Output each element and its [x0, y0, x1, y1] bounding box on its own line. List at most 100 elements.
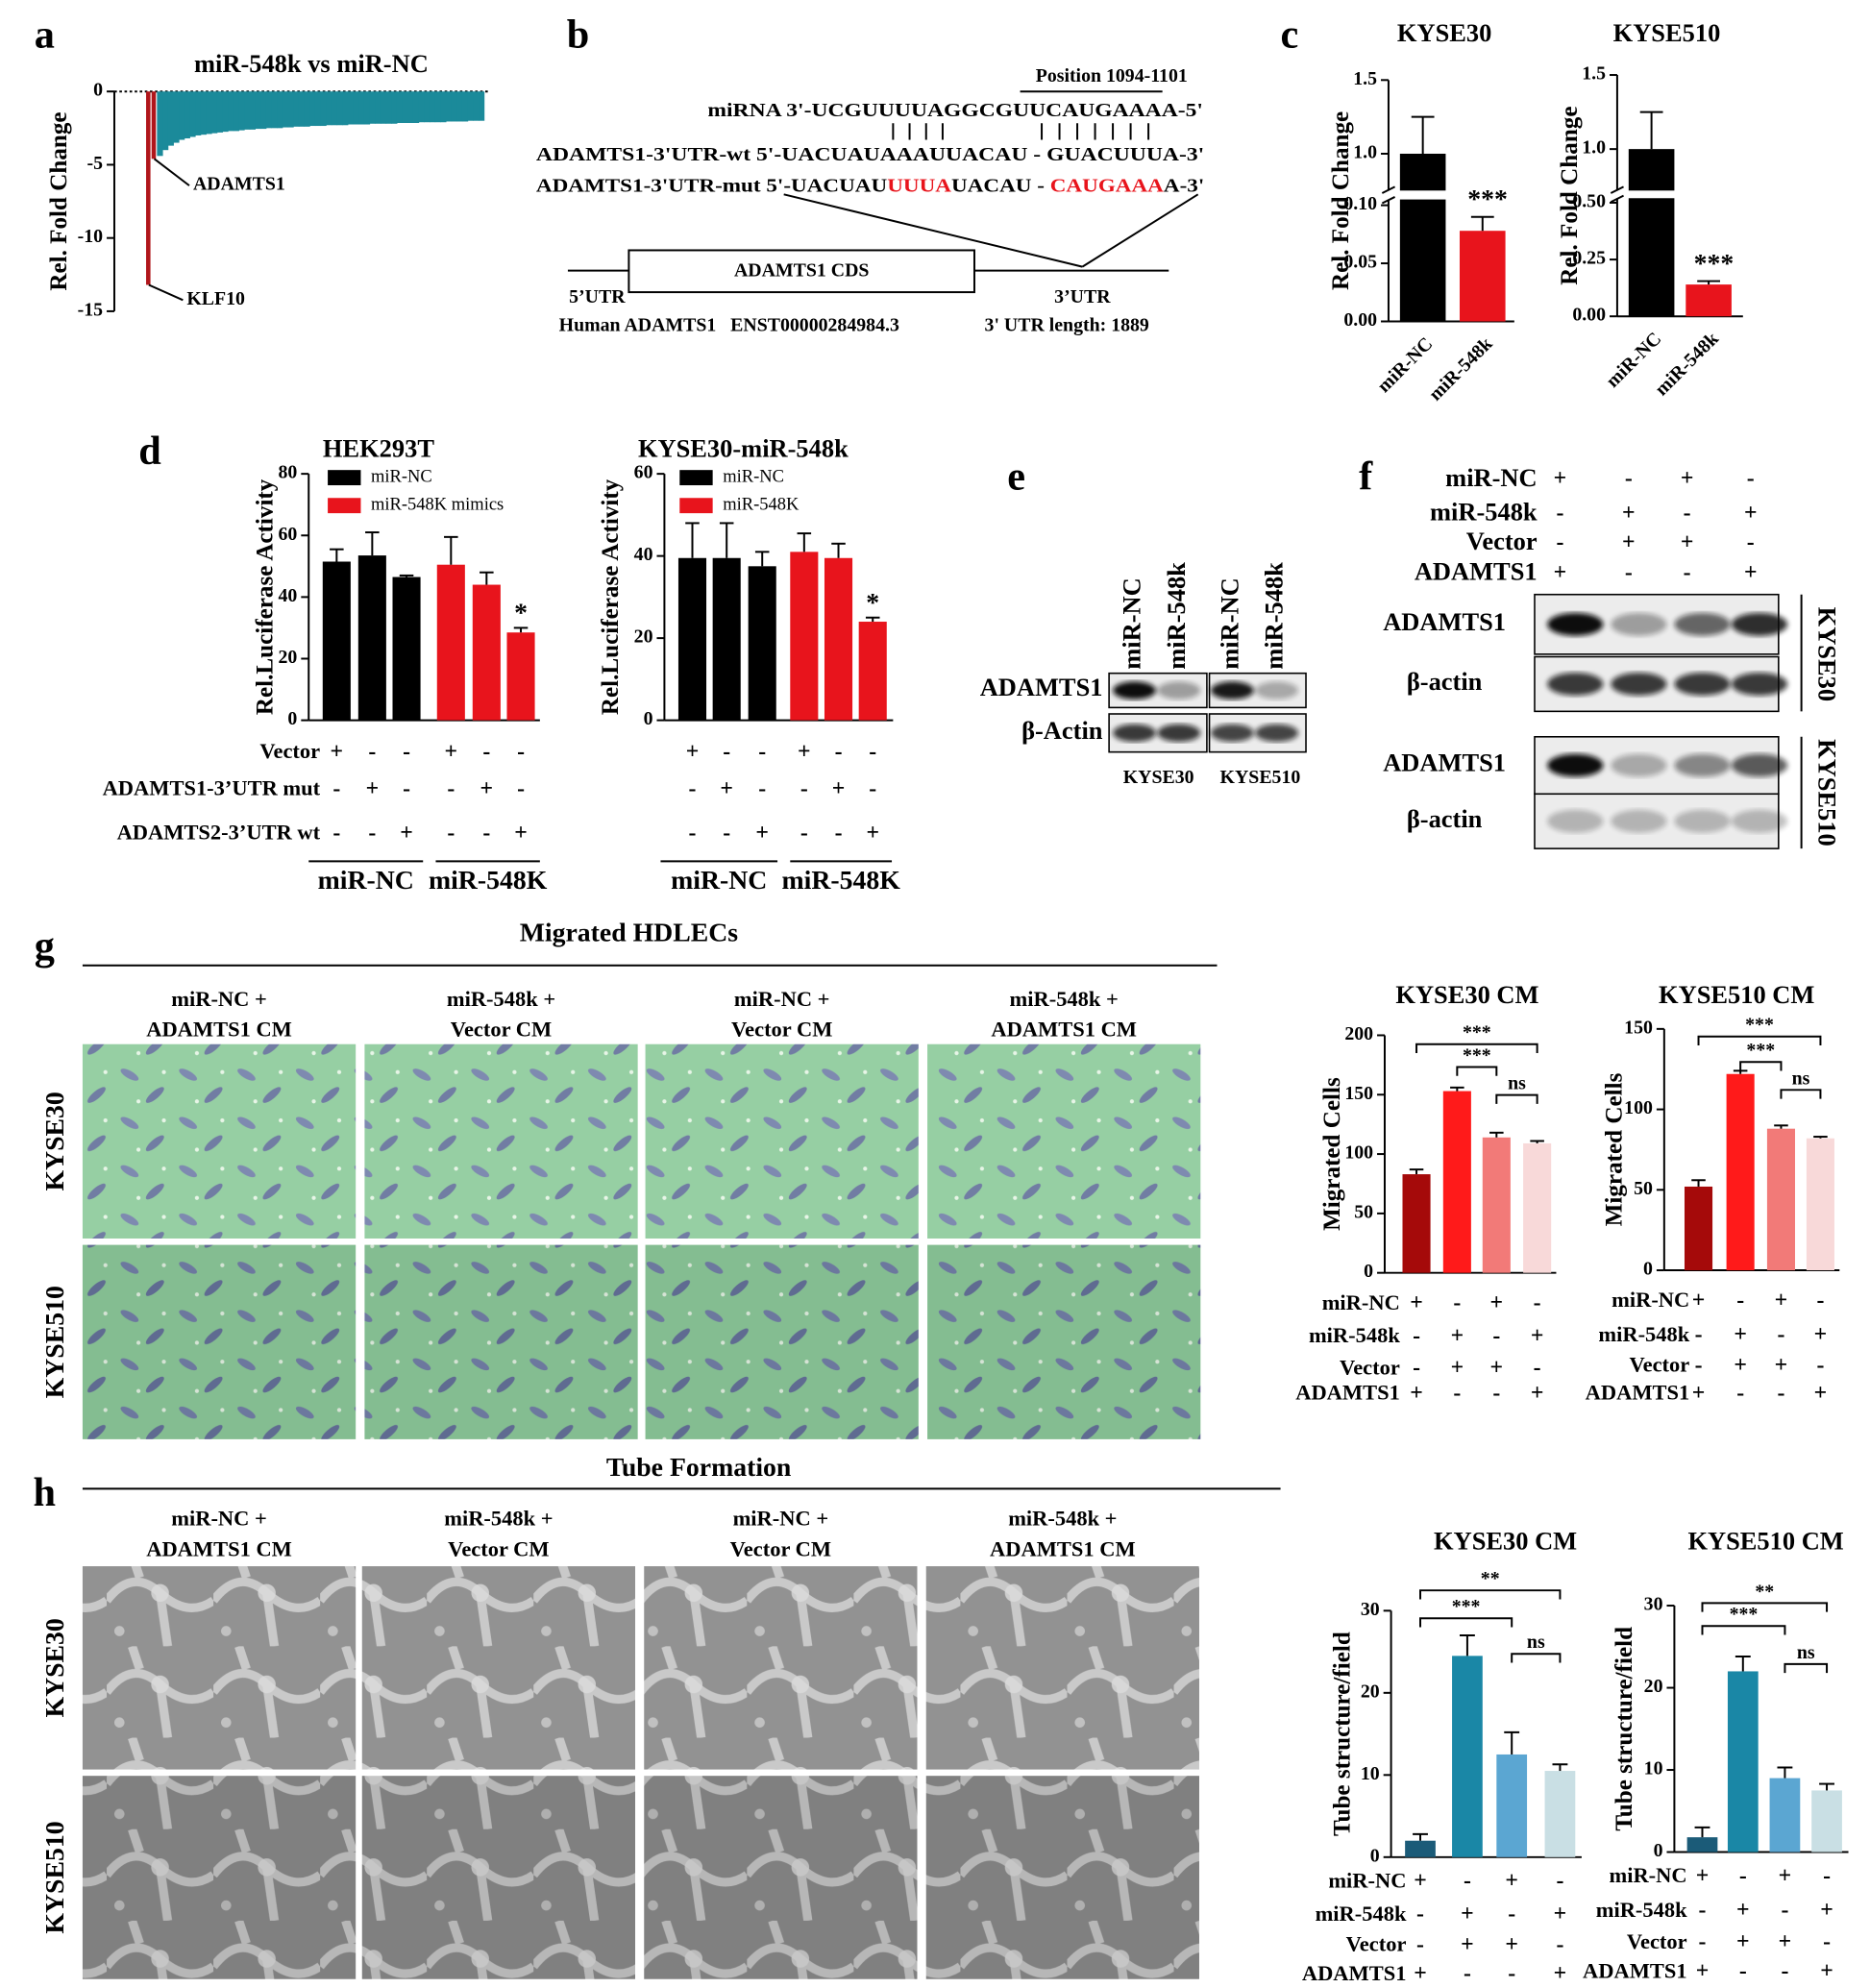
- condition-sign: -: [689, 821, 697, 846]
- micrograph: [82, 1776, 357, 1979]
- site-position: Position 1094-1101: [1036, 65, 1188, 86]
- bar: [790, 552, 819, 721]
- condition-sign: +: [1734, 1322, 1747, 1347]
- condition-sign: -: [368, 821, 376, 846]
- y-axis-label: Rel.Luciferase Activity: [252, 479, 278, 715]
- utr5-label: 5’UTR: [569, 286, 626, 307]
- legend-swatch: [679, 498, 713, 514]
- condition-sign: -: [1556, 1869, 1563, 1894]
- lane-label: miR-NC: [1215, 577, 1243, 669]
- micrograph: [644, 1566, 918, 1770]
- condition-sign: -: [1556, 529, 1563, 554]
- bar: [298, 91, 306, 127]
- group-label: miR-548K: [782, 866, 901, 896]
- micrograph-shade: [925, 1566, 1199, 1770]
- significance: *: [866, 588, 879, 618]
- condition-label: ADAMTS1: [1302, 1961, 1407, 1985]
- bar: [304, 91, 310, 127]
- condition-sign: -: [368, 739, 376, 764]
- condition-sign: +: [1461, 1902, 1474, 1927]
- condition-label: miR-548k: [1596, 1898, 1687, 1922]
- blot-row-label: β-actin: [1407, 804, 1483, 833]
- condition-sign: +: [1490, 1356, 1504, 1381]
- chart-title: HEK293T: [323, 433, 434, 462]
- y-tick-label: 0: [1643, 1259, 1653, 1280]
- bar: [380, 91, 387, 124]
- condition-sign: -: [1823, 1863, 1831, 1888]
- panel-label: f: [1359, 454, 1373, 499]
- condition-sign: +: [686, 739, 700, 764]
- condition-sign: -: [332, 821, 340, 846]
- cds-label: ADAMTS1 CDS: [734, 259, 869, 281]
- bar: [1482, 1137, 1511, 1273]
- condition-sign: -: [1413, 1324, 1420, 1349]
- group-label: miR-548K: [429, 866, 548, 896]
- panel-label: h: [34, 1470, 57, 1515]
- bar: [347, 91, 355, 125]
- blot-band: [1113, 681, 1157, 699]
- bar: [326, 91, 332, 126]
- condition-sign: -: [1695, 1353, 1703, 1378]
- blot-band: [1611, 612, 1667, 636]
- condition-sign: -: [1699, 1898, 1707, 1923]
- group-label: miR-NC: [318, 866, 414, 896]
- row-label: KYSE510: [40, 1286, 70, 1398]
- blot-band: [1547, 809, 1604, 833]
- bar: [712, 557, 741, 721]
- condition-sign: -: [1534, 1290, 1541, 1315]
- condition-sign: -: [447, 821, 455, 846]
- significance: ns: [1527, 1632, 1545, 1653]
- y-axis-label: Rel. Fold Change: [46, 111, 72, 290]
- bar: [1496, 1754, 1528, 1857]
- bar: [320, 91, 327, 127]
- micrograph: [644, 1776, 918, 1979]
- panel-label: a: [35, 12, 55, 57]
- bar: [748, 566, 776, 721]
- bar: [418, 91, 425, 123]
- panel-label: g: [35, 924, 55, 969]
- bar: [167, 91, 174, 146]
- panel-title: Tube Formation: [606, 1453, 792, 1483]
- y-axis-label: Migrated Cells: [1601, 1072, 1627, 1226]
- panel-label: d: [138, 429, 161, 474]
- chart-title: KYSE30 CM: [1434, 1526, 1577, 1555]
- micrograph: [82, 1244, 357, 1439]
- condition-label: Vector: [1629, 1353, 1689, 1377]
- x-tick-label: miR-548k: [1425, 333, 1497, 405]
- bar: [1766, 1128, 1796, 1271]
- micrograph-shade: [364, 1244, 638, 1439]
- bar: [467, 91, 474, 121]
- significance-bracket: [1701, 1625, 1786, 1635]
- y-tick-label: 0.10: [1343, 193, 1377, 214]
- bar: [314, 91, 322, 127]
- significance: ***: [1730, 1604, 1759, 1625]
- y-tick-label: 0: [1654, 1840, 1663, 1861]
- condition-label: ADAMTS2-3’UTR wt: [117, 821, 321, 845]
- condition-sign: +: [1622, 501, 1636, 526]
- y-tick-label: -5: [87, 153, 104, 174]
- condition-sign: +: [1779, 1929, 1792, 1954]
- condition-sign: -: [1556, 501, 1563, 526]
- condition-sign: -: [517, 739, 525, 764]
- annotation: ADAMTS1: [193, 174, 285, 195]
- seq-mutation: UUUA: [887, 175, 952, 196]
- condition-sign: +: [1554, 1961, 1567, 1986]
- bar: [244, 91, 251, 130]
- bar: [391, 91, 398, 124]
- condition-label: Vector: [1627, 1929, 1687, 1953]
- condition-sign: +: [1820, 1898, 1833, 1923]
- bar: [1769, 1778, 1801, 1853]
- y-tick-label: 20: [1644, 1676, 1663, 1697]
- y-axis-label: Tube structure/field: [1329, 1632, 1355, 1836]
- condition-label: Vector: [1346, 1932, 1407, 1956]
- legend-label: miR-NC: [371, 467, 432, 486]
- significance: ns: [1508, 1073, 1526, 1094]
- significance-bracket: [1456, 1066, 1498, 1076]
- significance: ***: [1746, 1040, 1775, 1061]
- micrograph-shade: [644, 1776, 918, 1979]
- condition-sign: +: [1681, 466, 1694, 491]
- condition-sign: +: [1814, 1381, 1828, 1406]
- blot-band: [1611, 673, 1667, 696]
- condition-sign: +: [400, 821, 413, 846]
